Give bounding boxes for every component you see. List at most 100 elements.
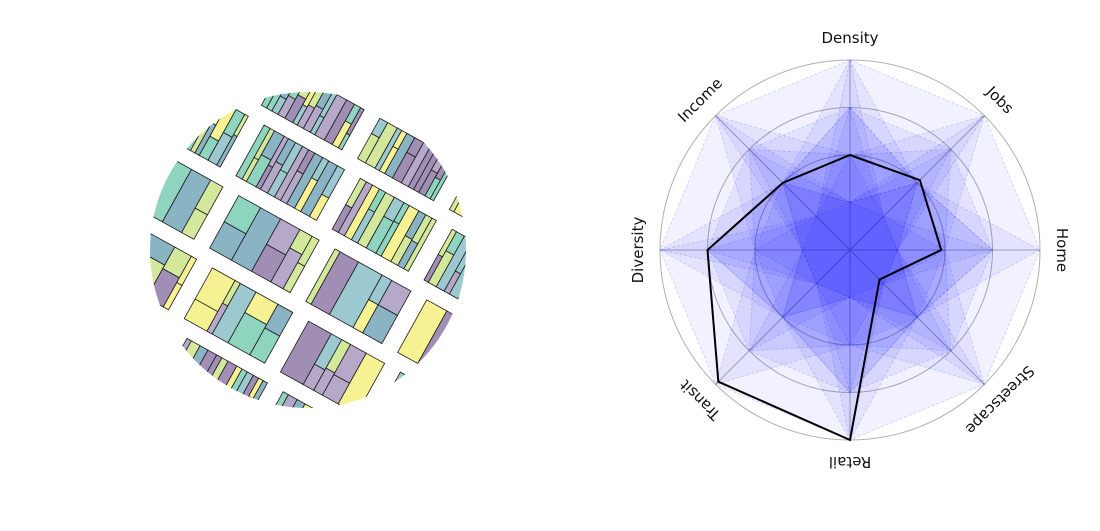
radar-highlight-layer: [706, 153, 943, 442]
parcel-lot: [216, 134, 238, 168]
parcel-lot: [448, 168, 466, 213]
parcel-lot: [150, 223, 152, 253]
radar-axis-label: Home: [1053, 228, 1071, 272]
parcel-lot: [479, 211, 494, 230]
parcel-lot: [307, 414, 331, 447]
parcel-lot: [399, 378, 426, 408]
parcel-lot: [50, 277, 81, 327]
parcel-lot: [164, 340, 201, 394]
parcel-lot: [150, 180, 153, 211]
parcel-lot: [480, 179, 494, 199]
parcel-lot: [150, 317, 161, 342]
parcel-lot: [97, 297, 121, 328]
parcel-lot: [67, 279, 90, 308]
parcel-lot: [287, 435, 308, 460]
parcel-lot: [160, 337, 192, 389]
radar-spoke: [849, 115, 985, 251]
parcel-lot: [229, 73, 241, 90]
parcel-lot: [488, 186, 508, 214]
parcel-lot: [476, 281, 497, 312]
parcel-lot: [231, 395, 254, 408]
parcel-lot: [416, 423, 430, 447]
parcel-lot: [468, 197, 485, 222]
parcel-lot: [232, 92, 264, 95]
parcel-lot: [160, 111, 182, 139]
radar-axis-label: Diversity: [629, 217, 647, 284]
parcel-lot: [95, 212, 129, 252]
parcel-lot: [473, 251, 497, 287]
radar-spoke: [849, 249, 985, 385]
parcel-lot: [446, 360, 464, 384]
parcel-lot: [504, 265, 518, 289]
radar-svg: DensityJobsHomeStreetscapeRetailTransitD…: [629, 29, 1071, 471]
radar-background-profile: [802, 202, 898, 298]
parcel-lot: [349, 443, 380, 493]
parcel-lot: [335, 428, 357, 457]
parcel-lot: [225, 45, 252, 88]
parcel-lot: [485, 189, 517, 235]
parcel-lot: [521, 209, 548, 252]
radar-axis-label: Retail: [829, 453, 871, 471]
parcel-lot: [461, 171, 466, 203]
parcel-lot: [362, 304, 399, 345]
radar-background-profile: [754, 154, 946, 346]
parcel-lot: [120, 166, 146, 203]
parcel-lot: [64, 285, 100, 338]
parcel-lot: [150, 145, 158, 171]
parcel-lot: [54, 303, 77, 332]
parcel-lot: [318, 426, 349, 476]
parcel-lot: [382, 461, 409, 509]
parcel-lot: [173, 372, 194, 398]
radar-highlight-profile: [706, 153, 943, 442]
parcel-lot: [428, 395, 446, 408]
parcel-lot: [204, 51, 224, 78]
parcel-lot: [323, 453, 344, 481]
parcel-lot: [511, 204, 543, 250]
parcel-lot: [304, 439, 324, 468]
parcel-lot: [469, 254, 505, 309]
parcel-lot: [471, 248, 490, 278]
parcel-lot: [319, 418, 336, 442]
parcel-lot: [476, 176, 490, 194]
parcel-lot: [212, 38, 239, 81]
radar-background-profile: [782, 182, 918, 318]
parcel-lot: [413, 385, 434, 408]
parcel-lot: [114, 331, 140, 366]
parcel-lot: [86, 323, 107, 350]
radar-axis-label: Density: [821, 29, 878, 47]
parcel-lot: [192, 27, 221, 71]
parcel-lot: [282, 261, 306, 294]
parcel-lot: [461, 282, 466, 306]
parcel-lot: [489, 288, 505, 316]
parcel-lot: [256, 391, 289, 408]
parcel-lot: [373, 456, 408, 508]
parcel-lot: [495, 194, 527, 240]
radar-background-profile: [707, 107, 993, 393]
parcel-lot: [84, 243, 112, 272]
parcel-lot: [331, 433, 359, 481]
parcel-lot: [337, 352, 386, 408]
parcel-lot: [373, 448, 394, 475]
parcel-lot: [308, 193, 330, 221]
parcel-lot: [105, 307, 141, 360]
parcel-lot: [199, 51, 215, 74]
parcel-lot: [367, 453, 399, 504]
parcel-lot: [195, 386, 213, 408]
parcel-lot: [89, 290, 106, 312]
parcel-lot: [396, 405, 423, 408]
parcel-lot: [150, 312, 151, 337]
city-parcel-map: [0, 0, 550, 527]
parcel-lot: [296, 442, 314, 465]
parcel-lot: [492, 258, 510, 284]
parcel-lot: [403, 217, 437, 272]
parcel-lot: [483, 182, 501, 206]
parcel-lot: [416, 389, 445, 408]
parcel-lot: [150, 334, 151, 372]
parcel-lot: [217, 61, 236, 85]
parcel-lot: [281, 398, 306, 408]
parcel-lot: [226, 405, 243, 408]
parcel-lot: [210, 385, 232, 408]
radar-background-profile: [706, 106, 994, 394]
parcel-lot: [353, 445, 385, 496]
parcel-lot: [271, 426, 290, 451]
